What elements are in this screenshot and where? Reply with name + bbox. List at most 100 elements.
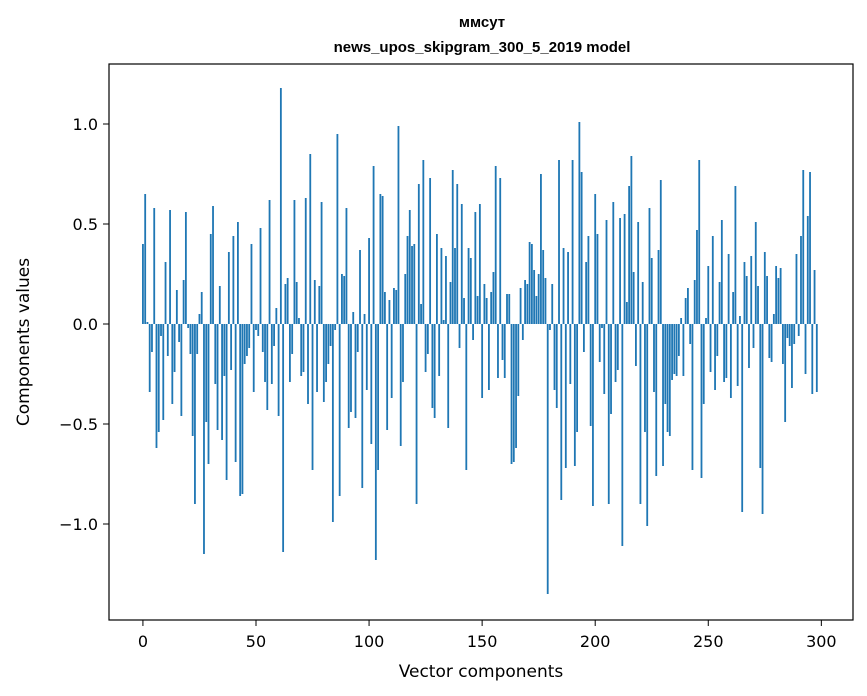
bar-274 xyxy=(761,324,764,514)
bar-148 xyxy=(476,296,479,324)
bar-28 xyxy=(205,324,208,422)
bar-282 xyxy=(779,268,782,324)
bar-108 xyxy=(386,324,389,430)
bar-260 xyxy=(729,324,732,398)
bar-82 xyxy=(327,324,330,364)
bar-191 xyxy=(573,324,576,466)
bar-21 xyxy=(189,324,192,354)
bar-292 xyxy=(802,170,805,324)
bar-33 xyxy=(216,324,219,430)
bar-58 xyxy=(273,324,275,346)
bar-187 xyxy=(564,324,567,468)
bar-4 xyxy=(151,324,153,352)
bar-217 xyxy=(632,272,635,324)
bar-79 xyxy=(320,202,323,324)
bar-105 xyxy=(379,194,382,324)
bar-245 xyxy=(696,230,698,324)
bar-0 xyxy=(142,244,144,324)
bar-202 xyxy=(598,324,601,362)
bar-161 xyxy=(506,294,508,324)
bar-273 xyxy=(759,324,762,468)
bar-235 xyxy=(673,324,676,374)
bar-298 xyxy=(815,324,818,392)
bar-201 xyxy=(596,234,599,324)
bar-50 xyxy=(255,324,257,330)
bar-249 xyxy=(705,318,707,324)
bar-263 xyxy=(736,324,739,386)
bar-23 xyxy=(194,324,196,504)
bars xyxy=(142,88,818,594)
bar-269 xyxy=(750,256,753,324)
bar-55 xyxy=(266,324,269,410)
bar-68 xyxy=(295,282,298,324)
bar-116 xyxy=(404,274,407,324)
bar-255 xyxy=(718,282,721,324)
bar-212 xyxy=(621,324,624,546)
bar-12 xyxy=(169,210,171,324)
bar-60 xyxy=(277,324,280,416)
bar-92 xyxy=(350,324,352,412)
bar-32 xyxy=(214,324,217,384)
bar-297 xyxy=(813,270,816,324)
bar-233 xyxy=(668,324,671,436)
bar-103 xyxy=(374,324,377,560)
bar-215 xyxy=(628,186,631,324)
bar-35 xyxy=(221,324,223,440)
bar-278 xyxy=(770,324,773,362)
bar-49 xyxy=(252,324,255,392)
bar-205 xyxy=(605,220,608,324)
bar-179 xyxy=(546,324,549,594)
bar-198 xyxy=(589,324,592,426)
bar-101 xyxy=(370,324,373,444)
bar-72 xyxy=(304,198,307,324)
bar-129 xyxy=(433,324,436,418)
bar-237 xyxy=(677,324,680,356)
bar-291 xyxy=(800,236,802,324)
bar-139 xyxy=(456,184,459,324)
bar-6 xyxy=(155,324,158,448)
bar-228 xyxy=(657,250,660,324)
bar-137 xyxy=(451,170,454,324)
bar-96 xyxy=(359,250,361,324)
bar-65 xyxy=(289,324,291,382)
bar-169 xyxy=(524,280,526,324)
bar-63 xyxy=(284,284,287,324)
bar-229 xyxy=(659,180,662,324)
x-tick-label: 100 xyxy=(354,632,385,651)
bar-219 xyxy=(637,222,640,324)
bar-89 xyxy=(343,276,346,324)
bar-244 xyxy=(693,280,696,324)
bar-271 xyxy=(754,222,757,324)
y-tick-label: 0.0 xyxy=(73,315,98,334)
bar-257 xyxy=(723,324,726,382)
bar-27 xyxy=(203,324,205,554)
bar-11 xyxy=(166,324,169,356)
bar-231 xyxy=(664,324,667,404)
bar-17 xyxy=(180,324,183,416)
bar-48 xyxy=(250,244,253,324)
bar-117 xyxy=(406,236,409,324)
bar-164 xyxy=(512,324,515,462)
bar-143 xyxy=(465,324,468,470)
bar-112 xyxy=(395,290,398,324)
bar-20 xyxy=(187,324,190,328)
chart-title-line1: ммсут xyxy=(459,14,505,31)
bar-290 xyxy=(797,324,800,336)
bar-64 xyxy=(286,278,289,324)
bar-75 xyxy=(311,324,314,470)
bar-232 xyxy=(666,324,669,432)
bar-256 xyxy=(720,220,723,324)
bar-36 xyxy=(223,324,226,376)
bar-155 xyxy=(492,272,495,324)
bar-120 xyxy=(413,244,416,324)
bar-293 xyxy=(804,324,807,374)
x-tick-label: 250 xyxy=(693,632,724,651)
bar-253 xyxy=(714,324,716,390)
bar-295 xyxy=(809,172,811,324)
bar-266 xyxy=(743,262,746,324)
bar-218 xyxy=(635,324,637,366)
bar-174 xyxy=(535,296,538,324)
bar-115 xyxy=(402,324,404,382)
bar-104 xyxy=(377,324,380,470)
